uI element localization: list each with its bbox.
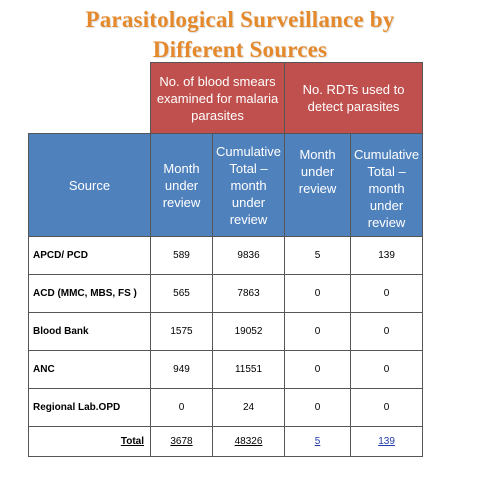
page-title-line-1: Parasitological Surveillance by <box>85 7 395 32</box>
rdts-month-cell: 0 <box>284 274 352 313</box>
smears-cumulative-header: Cumulative Total – month under review <box>211 133 286 237</box>
rdts-cumulative-cell: 139 <box>350 236 424 275</box>
smears-month-cell: 0 <box>150 388 213 427</box>
total-smears-month: 3678 <box>150 426 213 457</box>
rdts-month-cell: 0 <box>284 350 352 389</box>
smears-month-cell: 589 <box>150 236 213 275</box>
source-cell: APCD/ PCD <box>28 236 151 275</box>
smears-month-cell: 1575 <box>150 312 213 351</box>
rdts-month-cell: 0 <box>284 388 352 427</box>
column-header-row: Source Month under review Cumulative Tot… <box>28 133 424 237</box>
rdts-cumulative-cell: 0 <box>350 274 424 313</box>
source-cell: ACD (MMC, MBS, FS ) <box>28 274 151 313</box>
rdts-cumulative-header: Cumulative Total – month under review <box>350 133 424 237</box>
table-row: APCD/ PCD 589 9836 5 139 <box>28 236 424 275</box>
page-title-line-2: Different Sources <box>152 37 328 62</box>
table-row: Regional Lab.OPD 0 24 0 0 <box>28 388 424 427</box>
smears-cumulative-cell: 9836 <box>211 236 286 275</box>
rdts-cumulative-cell: 0 <box>350 350 424 389</box>
rdts-month-cell: 5 <box>284 236 352 275</box>
smears-month-header: Month under review <box>150 133 213 237</box>
smears-cumulative-cell: 7863 <box>211 274 286 313</box>
group-header-row: No. of blood smears examined for malaria… <box>28 62 424 134</box>
source-cell: Blood Bank <box>28 312 151 351</box>
rdts-month-header: Month under review <box>284 133 352 237</box>
source-column-header: Source <box>28 133 151 237</box>
smears-month-cell: 949 <box>150 350 213 389</box>
source-cell: Regional Lab.OPD <box>28 388 151 427</box>
total-rdts-month: 5 <box>284 426 352 457</box>
surveillance-table: No. of blood smears examined for malaria… <box>28 62 424 457</box>
smears-cumulative-cell: 11551 <box>211 350 286 389</box>
rdts-group-header: No. RDTs used to detect parasites <box>284 62 424 134</box>
table-row: ANC 949 11551 0 0 <box>28 350 424 389</box>
total-row: Total 3678 48326 5 139 <box>28 426 424 457</box>
smears-cumulative-cell: 19052 <box>211 312 286 351</box>
total-smears-cumulative: 48326 <box>211 426 286 457</box>
table-row: Blood Bank 1575 19052 0 0 <box>28 312 424 351</box>
blank-corner-cell <box>28 62 151 134</box>
smears-group-header: No. of blood smears examined for malaria… <box>149 62 286 134</box>
rdts-month-cell: 0 <box>284 312 352 351</box>
rdts-cumulative-cell: 0 <box>350 312 424 351</box>
table-row: ACD (MMC, MBS, FS ) 565 7863 0 0 <box>28 274 424 313</box>
rdts-cumulative-cell: 0 <box>350 388 424 427</box>
total-label: Total <box>28 426 151 457</box>
smears-month-cell: 565 <box>150 274 213 313</box>
smears-cumulative-cell: 24 <box>211 388 286 427</box>
total-rdts-cumulative: 139 <box>350 426 424 457</box>
source-cell: ANC <box>28 350 151 389</box>
